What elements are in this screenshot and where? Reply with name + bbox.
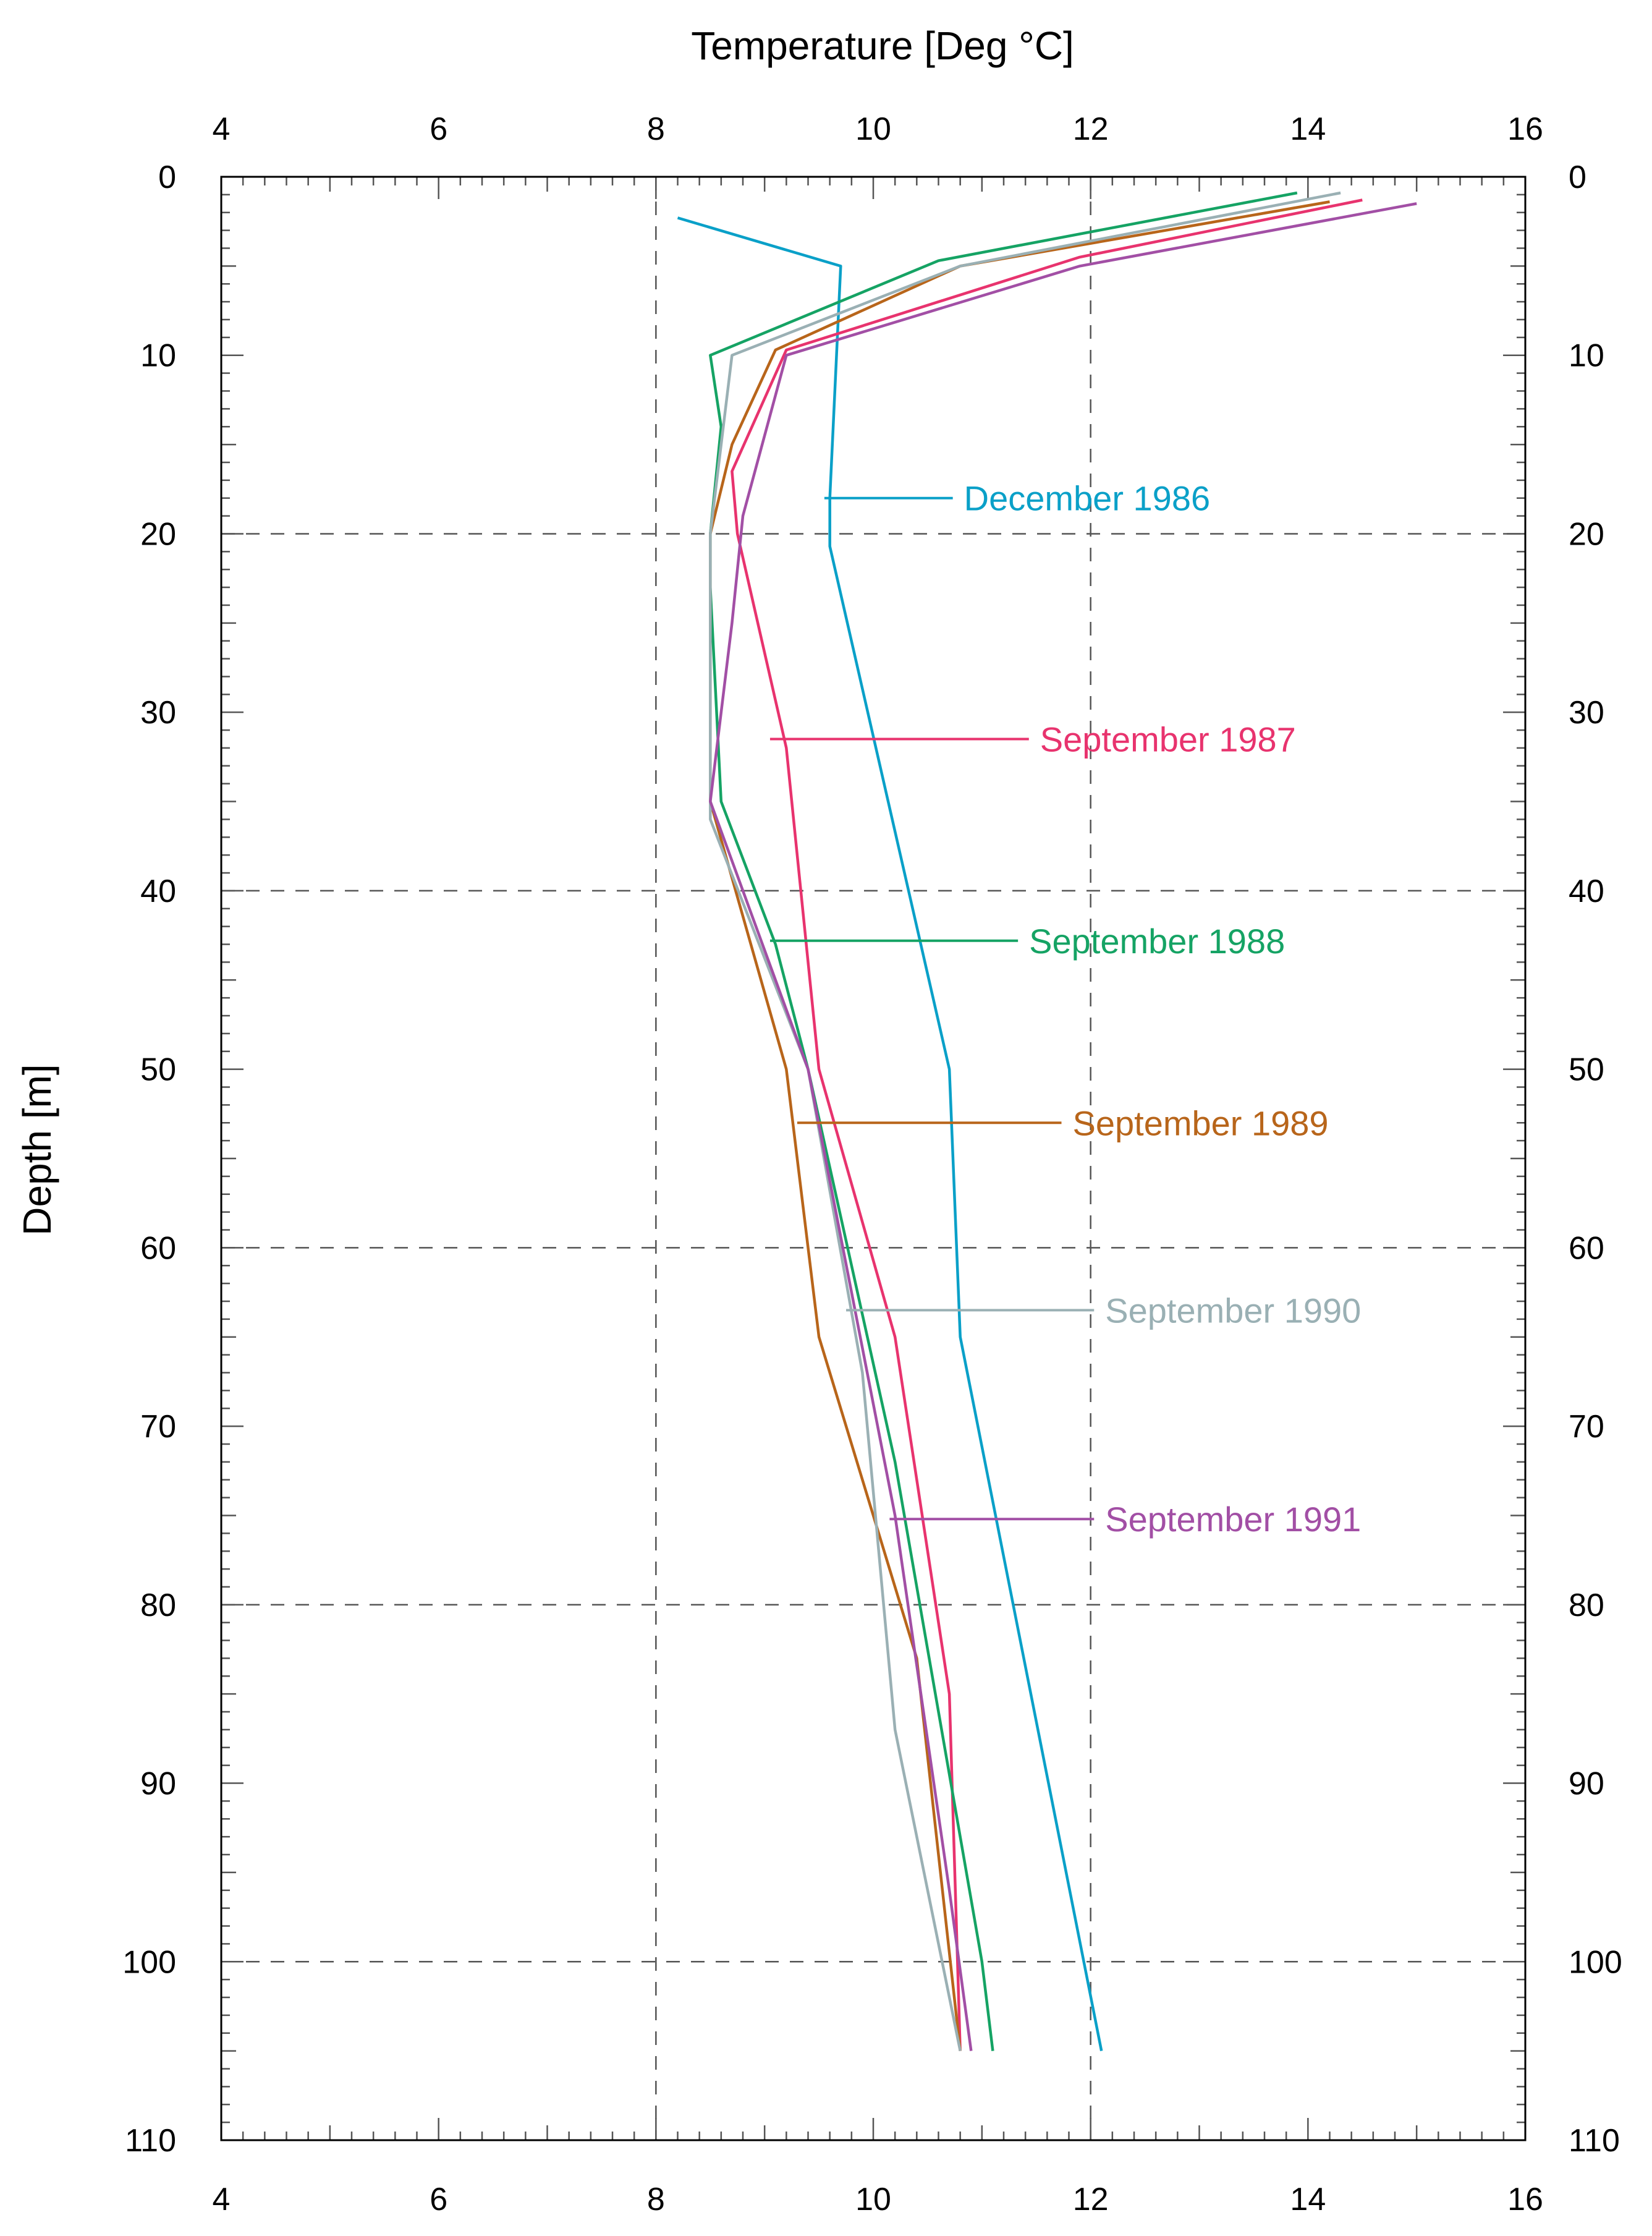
series-line-september-1990 <box>709 191 1341 2052</box>
y-tick-label-right: 60 <box>1569 1230 1604 1266</box>
series-label-september-1988: September 1988 <box>1029 922 1285 961</box>
y-tick-label-left: 80 <box>140 1588 176 1623</box>
x-tick-label-top: 6 <box>430 111 447 147</box>
y-axis-title: Depth [m] <box>15 1064 59 1235</box>
y-tick-label-right: 10 <box>1569 338 1604 374</box>
series-label-september-1991: September 1991 <box>1105 1500 1361 1539</box>
x-tick-label-top: 8 <box>647 111 665 147</box>
y-tick-label-right: 110 <box>1569 2123 1620 2159</box>
x-tick-label-bottom: 6 <box>430 2182 447 2217</box>
x-tick-label-top: 10 <box>855 111 891 147</box>
x-tick-label-bottom: 16 <box>1507 2182 1543 2217</box>
y-tick-label-right: 40 <box>1569 874 1604 909</box>
series-lines <box>677 191 1417 2052</box>
series-label-september-1987: September 1987 <box>1040 720 1296 759</box>
y-tick-label-right: 0 <box>1569 159 1586 195</box>
series-line-september-1991 <box>709 202 1417 2051</box>
y-tick-label-left: 0 <box>158 159 176 195</box>
y-tick-label-left: 20 <box>140 516 176 552</box>
series-line-september-1988 <box>709 191 1298 2051</box>
y-tick-label-right: 100 <box>1569 1944 1622 1980</box>
x-tick-label-top: 16 <box>1507 111 1543 147</box>
y-tick-label-right: 30 <box>1569 695 1604 731</box>
y-tick-label-left: 110 <box>125 2123 176 2159</box>
y-tick-label-left: 70 <box>140 1409 176 1445</box>
y-tick-label-left: 100 <box>122 1944 176 1980</box>
x-axis-title: Temperature [Deg °C] <box>691 23 1074 68</box>
y-tick-label-right: 80 <box>1569 1588 1604 1623</box>
x-tick-label-bottom: 4 <box>213 2182 231 2217</box>
x-tick-label-bottom: 8 <box>647 2182 665 2217</box>
y-tick-label-right: 90 <box>1569 1766 1604 1802</box>
y-tick-label-right: 70 <box>1569 1409 1604 1445</box>
series-label-september-1990: September 1990 <box>1105 1291 1361 1330</box>
series-label-december-1986: December 1986 <box>964 479 1210 518</box>
y-tick-label-left: 90 <box>140 1766 176 1802</box>
grid-lines <box>221 177 1525 2140</box>
series-line-december-1986 <box>677 216 1103 2052</box>
series-line-september-1987 <box>731 198 1363 2051</box>
x-tick-label-top: 12 <box>1073 111 1109 147</box>
x-tick-label-bottom: 10 <box>855 2182 891 2217</box>
x-tick-label-bottom: 14 <box>1290 2182 1326 2217</box>
x-tick-label-top: 14 <box>1290 111 1326 147</box>
series-label-september-1989: September 1989 <box>1073 1103 1329 1142</box>
x-tick-label-top: 4 <box>213 111 231 147</box>
y-tick-label-left: 10 <box>140 338 176 374</box>
y-tick-label-left: 60 <box>140 1230 176 1266</box>
x-tick-label-bottom: 12 <box>1073 2182 1109 2217</box>
tick-labels: 4 4 6 6 8 8 10 10 12 12 14 14 16 16 0 0 10 10 20 20 30 30 40 40… <box>122 111 1622 2217</box>
y-tick-label-left: 40 <box>140 874 176 909</box>
y-tick-label-right: 50 <box>1569 1052 1604 1088</box>
series-labels: December 1986 September 1987 September 198… <box>769 479 1361 1539</box>
y-tick-label-left: 30 <box>140 695 176 731</box>
plot-frame <box>220 176 1527 2141</box>
y-tick-label-right: 20 <box>1569 516 1604 552</box>
y-tick-label-left: 50 <box>140 1052 176 1088</box>
axis-ticks <box>220 176 1527 2141</box>
